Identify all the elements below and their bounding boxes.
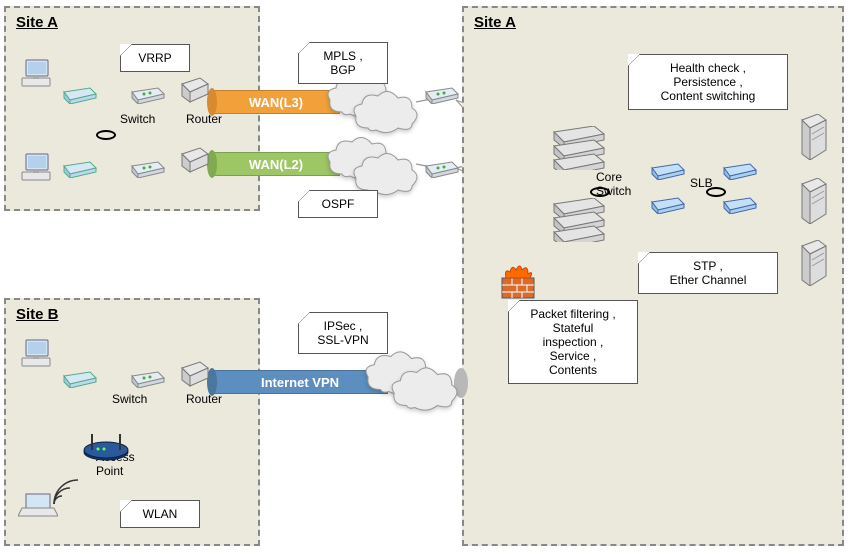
pc-icon [20, 152, 54, 191]
core-switch-icon [552, 198, 606, 247]
router-box-icon [180, 360, 210, 393]
link-label: WAN(L3) [249, 95, 303, 110]
ap-icon [82, 432, 132, 467]
label-router-a: Router [186, 112, 222, 126]
router-small-icon [130, 160, 166, 183]
router-box-icon [180, 76, 210, 109]
redundancy-ring-icon [96, 130, 116, 140]
zone-title: Site A [474, 14, 516, 31]
callout-ipsec: IPSec , SSL-VPN [298, 312, 388, 354]
zone-title: Site A [16, 14, 58, 31]
server-icon [798, 114, 828, 165]
label-switch-a: Switch [120, 112, 155, 126]
router-small-icon [424, 160, 460, 183]
server-icon [798, 240, 828, 291]
switch-small-icon [62, 86, 98, 109]
callout-stp: STP , Ether Channel [638, 252, 778, 294]
label-switch-b: Switch [112, 392, 147, 406]
server-icon [798, 178, 828, 229]
link-label: Internet VPN [261, 375, 339, 390]
pc-icon [20, 58, 54, 97]
callout-ospf: OSPF [298, 190, 378, 218]
slb-device-icon [650, 162, 686, 185]
label-router-b: Router [186, 392, 222, 406]
callout-vrrp: VRRP [120, 44, 190, 72]
router-box-icon [180, 146, 210, 179]
slb-device-icon [722, 196, 758, 219]
callout-healthcheck: Health check , Persistence , Content swi… [628, 54, 788, 110]
cloud-icon [388, 364, 460, 419]
link-label: WAN(L2) [249, 157, 303, 172]
zone-title: Site B [16, 306, 59, 323]
callout-wlan: WLAN [120, 500, 200, 528]
callout-packet: Packet filtering , Stateful inspection ,… [508, 300, 638, 384]
redundancy-ring-icon [706, 187, 726, 197]
router-small-icon [424, 86, 460, 109]
slb-device-icon [722, 162, 758, 185]
pc-icon [20, 338, 54, 377]
switch-small-icon [62, 160, 98, 183]
switch-small-icon [62, 370, 98, 393]
slb-device-icon [650, 196, 686, 219]
wan-l3-link: WAN(L3) [212, 90, 340, 114]
redundancy-ring-icon [590, 187, 610, 197]
callout-mpls-bgp: MPLS , BGP [298, 42, 388, 84]
wireless-signal-icon [50, 478, 86, 513]
router-small-icon [130, 370, 166, 393]
wan-l2-link: WAN(L2) [212, 152, 340, 176]
router-small-icon [130, 86, 166, 109]
core-switch-icon [552, 126, 606, 175]
